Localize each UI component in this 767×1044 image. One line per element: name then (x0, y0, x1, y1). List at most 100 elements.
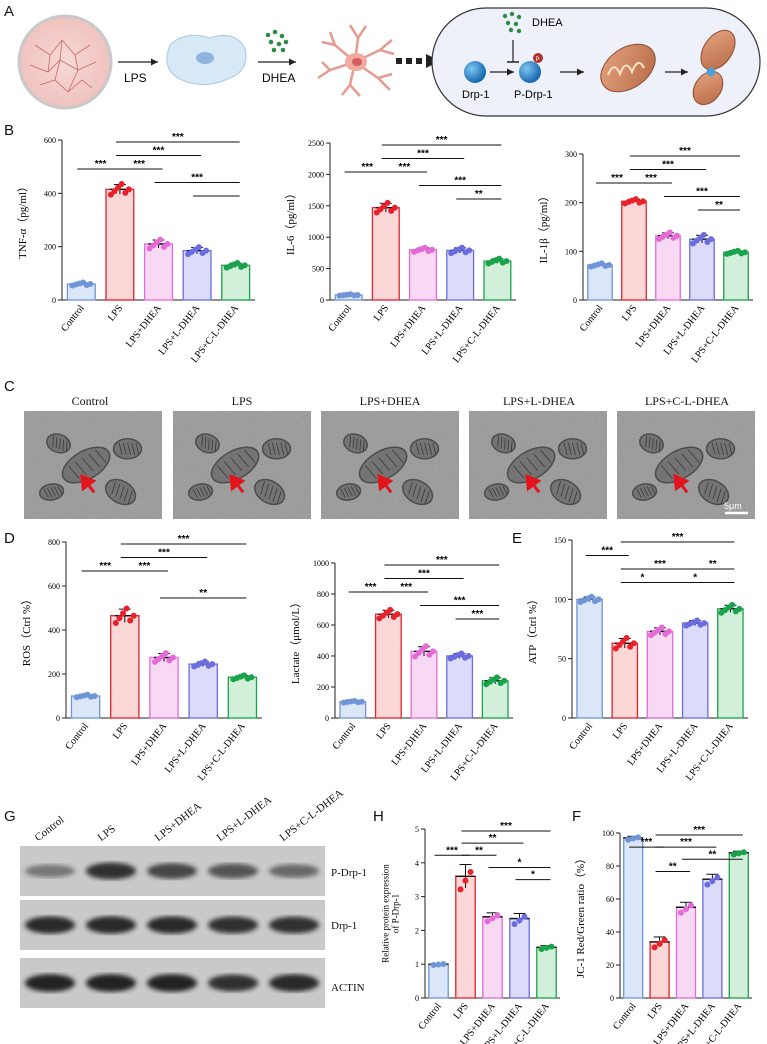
em-mitochondrion (46, 433, 71, 454)
wb-band (86, 974, 136, 992)
em-scale-label: 5μm (724, 501, 742, 511)
data-point (730, 851, 737, 858)
y-tick-label: 0 (56, 714, 60, 723)
em-crista (359, 439, 362, 451)
em-crista (564, 486, 570, 500)
significance-label: *** (662, 160, 674, 171)
em-crista (230, 457, 243, 472)
em-title-control: Control (71, 394, 109, 408)
em-mitochondrion (483, 483, 510, 501)
em-crista (365, 465, 377, 479)
data-point (595, 596, 602, 603)
data-point (658, 624, 665, 631)
em-title-ldhea: LPS+L-DHEA (502, 394, 576, 408)
em-crista (504, 438, 506, 450)
em-crista (648, 437, 651, 449)
culture-dish (17, 14, 113, 110)
data-point (729, 601, 736, 608)
bar-lps (374, 613, 402, 719)
y-tick-label: 400 (48, 626, 60, 635)
data-point (735, 850, 742, 857)
dividing-mitochondrion-icon (692, 29, 736, 106)
em-crista (195, 487, 202, 498)
x-tick-label: LPS (374, 721, 393, 741)
data-point (394, 611, 401, 618)
wb-row-label-actin: ACTIN (331, 982, 365, 994)
significance-label: *** (436, 135, 448, 146)
data-point (116, 615, 123, 622)
em-crista (563, 442, 568, 455)
data-point (391, 204, 398, 211)
y-tick-label: 40 (606, 928, 614, 937)
y-tick-label: 200 (48, 670, 60, 679)
em-red-arrow (80, 473, 97, 494)
em-crista (711, 442, 716, 455)
pdrp1-label: P-Drp-1 (514, 89, 553, 101)
em-crista (271, 442, 276, 455)
significance-label: *** (654, 559, 666, 570)
significance-label: *** (641, 837, 653, 848)
em-crista (498, 486, 505, 496)
em-crista (95, 449, 107, 464)
data-point (606, 261, 612, 268)
bar-lps-l-dhea (446, 249, 475, 301)
bar-lps-l-dhea (182, 250, 212, 301)
data-point (742, 249, 748, 256)
y-tick-label: 600 (44, 136, 56, 145)
em-crista (280, 442, 285, 455)
em-mitochondrion (38, 483, 65, 501)
em-crista (119, 486, 125, 500)
significance-label: *** (680, 837, 692, 848)
y-tick-label: 50 (558, 655, 566, 664)
em-crista (88, 453, 100, 468)
bar-lps-l-dhea (681, 622, 709, 719)
em-crista (347, 487, 353, 497)
y-tick-label: 400 (317, 652, 329, 661)
y-tick-label: 60 (606, 895, 614, 904)
em-crista (488, 488, 494, 498)
data-point (683, 906, 689, 913)
em-red-arrow (525, 473, 542, 494)
bar-lps-c-l-dhea (723, 251, 749, 301)
bar-lps-dhea (149, 656, 179, 719)
x-tick-label: Control (611, 1001, 639, 1032)
wb-band (147, 974, 197, 992)
data-point (123, 605, 130, 612)
data-point (466, 247, 473, 254)
panel-letter-f: F (572, 808, 582, 825)
bar-lps (110, 615, 140, 719)
panel-letter-d: D (4, 530, 15, 547)
y-tick-label: 20 (606, 961, 614, 970)
y-tick-label: 200 (44, 243, 56, 252)
x-tick-label: Control (567, 721, 595, 752)
data-point (494, 912, 501, 919)
phospho-label: P (536, 57, 540, 63)
em-image-0 (24, 411, 162, 519)
em-crista (502, 485, 508, 496)
x-tick-label: LPS (111, 721, 130, 741)
em-crista (416, 486, 422, 500)
em-crista (43, 488, 49, 498)
data-point (503, 258, 510, 265)
em-crista (424, 442, 428, 455)
em-crista (556, 481, 561, 495)
x-tick-label: LPS+DHEA (130, 720, 170, 767)
em-mitochondrion (253, 478, 286, 506)
wb-band (25, 916, 75, 934)
em-crista (500, 437, 503, 449)
data-point (630, 640, 637, 647)
em-crista (237, 453, 249, 468)
phospho-group-icon (533, 53, 543, 63)
data-point (234, 259, 241, 266)
data-point (195, 244, 202, 251)
data-point (435, 961, 442, 968)
em-crista (708, 483, 714, 497)
data-point (120, 610, 126, 617)
data-point (651, 944, 658, 951)
em-crista (712, 486, 718, 500)
significance-label: * (531, 870, 535, 881)
y-axis-label: ROS（Ctrl %） (20, 594, 33, 666)
significance-label: *** (679, 146, 691, 157)
em-title-dhea: LPS+DHEA (359, 394, 421, 408)
